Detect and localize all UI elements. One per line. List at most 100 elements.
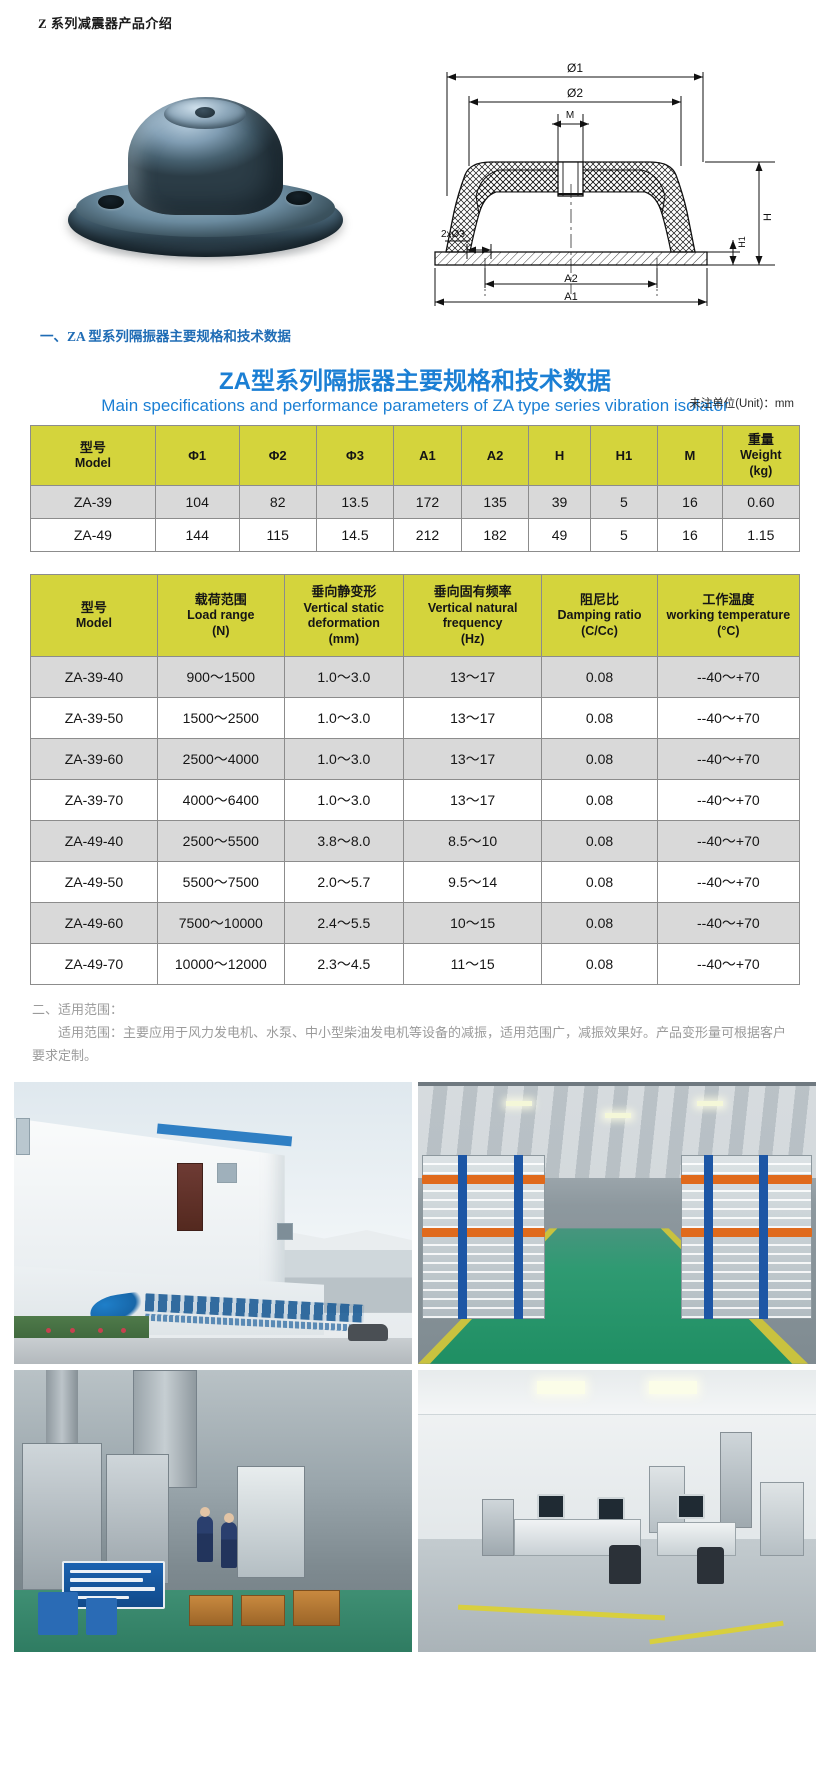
- cell-model: ZA-49-60: [30, 902, 158, 945]
- table-row: ZA-49-60 7500～10000 2.4～5.5 10～15 0.08 --40～+…: [30, 902, 801, 945]
- cell-model: ZA-49-70: [30, 943, 158, 986]
- office-chair: [696, 1547, 725, 1584]
- table-cell: 172: [393, 485, 462, 520]
- rack-beam: [680, 1228, 813, 1238]
- wooden-crate: [292, 1589, 341, 1627]
- instrument-cabinet: [760, 1482, 805, 1556]
- table-cell: 14.5: [315, 518, 395, 553]
- lab-ceiling: [418, 1369, 816, 1415]
- table-cell: 13.5: [315, 485, 395, 520]
- factory-photo-grid: [0, 1068, 830, 1670]
- spec-title-cn: ZA型系列隔振器主要规格和技术数据: [219, 368, 611, 395]
- worker: [220, 1512, 237, 1568]
- th-model: 型号 Model: [30, 424, 156, 487]
- table-row: ZA-39-40 900～1500 1.0～3.0 13～17 0.08 --40～+70: [30, 656, 801, 699]
- wooden-crate: [240, 1595, 285, 1627]
- table-cell: 1.0～3.0: [283, 738, 404, 781]
- table-cell: 2500～4000: [156, 738, 285, 781]
- table-cell: 11～15: [402, 943, 543, 986]
- rack-post: [513, 1155, 523, 1319]
- table-cell: 13～17: [402, 697, 543, 740]
- table-cell: 104: [154, 485, 240, 520]
- spec-title-en: Main specifications and performance para…: [101, 396, 729, 416]
- page-title: Z 系列减震器产品介绍: [38, 16, 173, 31]
- banner-text-line: [69, 1569, 152, 1574]
- cell-model: ZA-39-40: [30, 656, 158, 699]
- cell-model: ZA-49: [30, 518, 156, 553]
- table-cell: 13～17: [402, 779, 543, 822]
- th-h: H: [528, 424, 591, 487]
- table-cell: --40～+70: [656, 738, 801, 781]
- table-cell: 4000～6400: [156, 779, 285, 822]
- spec-banner: ZA型系列隔振器主要规格和技术数据 未注单位(Unit)：mm Main spe…: [30, 368, 800, 416]
- window: [15, 1118, 31, 1155]
- table-cell: 1.0～3.0: [283, 697, 404, 740]
- table-cell: --40～+70: [656, 779, 801, 822]
- table-cell: 0.08: [541, 656, 658, 699]
- table-cell: 212: [393, 518, 462, 553]
- table-cell: 2.0～5.7: [283, 861, 404, 904]
- table-cell: --40～+70: [656, 861, 801, 904]
- product-photo: [40, 52, 370, 302]
- rack-beam: [680, 1174, 813, 1184]
- table-cell: 16: [657, 485, 723, 520]
- waste-bin: [37, 1592, 78, 1635]
- table-cell: 0.08: [541, 697, 658, 740]
- ceiling-panel-light: [648, 1380, 697, 1394]
- th-a2: A2: [460, 424, 530, 487]
- dimensions-table: 型号 Model Φ1 Φ2 Φ3 A1 A2 H H1 M 重量 Weight…: [30, 424, 801, 553]
- flower: [69, 1327, 75, 1333]
- office-chair: [609, 1544, 641, 1584]
- ground: [14, 1338, 412, 1364]
- drawing-label-phi3: 2xØ3: [441, 229, 465, 240]
- table-cell: 49: [528, 518, 591, 553]
- isolator-shadow: [82, 237, 330, 261]
- section-heading-1: 一、ZA 型系列隔振器主要规格和技术数据: [40, 329, 291, 344]
- table-cell: --40～+70: [656, 902, 801, 945]
- warehouse-photo: [418, 1081, 816, 1364]
- table-cell: 115: [238, 518, 317, 553]
- table-cell: 1.0～3.0: [283, 779, 404, 822]
- table-cell: --40～+70: [656, 697, 801, 740]
- performance-table-body: ZA-39-40 900～1500 1.0～3.0 13～17 0.08 --40～+70…: [30, 656, 801, 986]
- specifications-block: ZA型系列隔振器主要规格和技术数据 未注单位(Unit)：mm Main spe…: [0, 345, 830, 986]
- table-cell: 13～17: [402, 738, 543, 781]
- ventilation-duct: [45, 1369, 78, 1455]
- performance-table: 型号 Model 载荷范围 Load range (N) 垂向静变形 Verti…: [30, 574, 801, 986]
- table-cell: --40～+70: [656, 820, 801, 863]
- th-working-temperature: 工作温度 working temperature (°C): [656, 574, 801, 658]
- drawing-label-phi1: Ø1: [567, 61, 583, 75]
- performance-table-header-row: 型号 Model 载荷范围 Load range (N) 垂向静变形 Verti…: [30, 574, 801, 658]
- entrance-door: [177, 1163, 204, 1232]
- table-cell: 8.5～10: [402, 820, 543, 863]
- rack-post: [703, 1155, 713, 1319]
- computer-monitor: [676, 1493, 705, 1520]
- table-cell: 10～15: [402, 902, 543, 945]
- cell-model: ZA-39-50: [30, 697, 158, 740]
- table-row: ZA-49-40 2500～5500 3.8～8.0 8.5～10 0.08 --40～+…: [30, 820, 801, 863]
- table-row: ZA-49-70 10000～12000 2.3～4.5 11～15 0.08 --40～…: [30, 943, 801, 986]
- table-cell: 2.4～5.5: [283, 902, 404, 945]
- table-cell: 182: [460, 518, 530, 553]
- ceiling-light: [605, 1112, 632, 1118]
- cell-model: ZA-39-70: [30, 779, 158, 822]
- table-cell: 10000～12000: [156, 943, 285, 986]
- laboratory-photo: [418, 1369, 816, 1652]
- wooden-crate: [189, 1595, 233, 1627]
- table-cell: 0.60: [721, 485, 801, 520]
- table-cell: 144: [154, 518, 240, 553]
- th-phi2: Φ2: [238, 424, 317, 487]
- test-rig-column: [720, 1431, 753, 1528]
- computer-monitor: [537, 1493, 566, 1520]
- drawing-label-a2: A2: [564, 273, 577, 285]
- application-scope-paragraph: 适用范围：主要应用于风力发电机、水泵、中小型柴油发电机等设备的减振，适用范围广，…: [32, 1025, 787, 1063]
- isolator-mount-hole-left: [98, 195, 124, 209]
- isolator-mount-hole-right: [286, 191, 312, 205]
- th-natural-frequency: 垂向固有频率 Vertical natural frequency (Hz): [402, 574, 543, 658]
- drawing-label-m: M: [566, 110, 574, 121]
- th-perf-model: 型号 Model: [30, 574, 158, 658]
- hero-section: Ø1 Ø2 M 2xØ3 H H1 A2 A1: [0, 44, 830, 319]
- table-cell: 0.08: [541, 820, 658, 863]
- banner-text-line: [69, 1595, 130, 1600]
- banner-text-line: [69, 1587, 156, 1591]
